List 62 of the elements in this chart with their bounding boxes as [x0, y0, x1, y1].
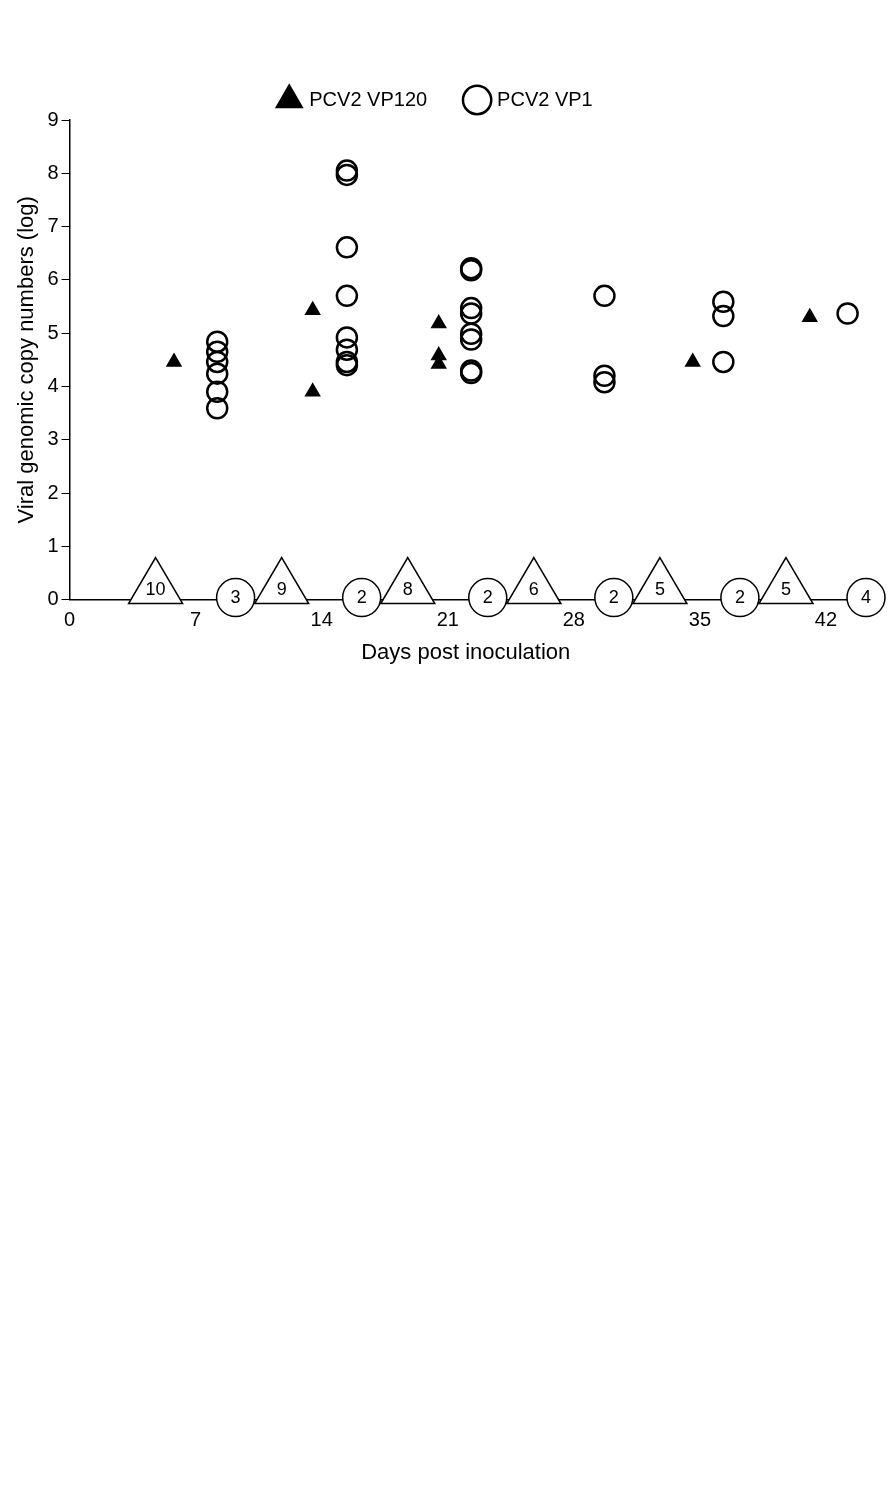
point	[459, 328, 483, 351]
point	[593, 364, 616, 388]
point	[205, 350, 229, 374]
y-tick-label: 6	[47, 267, 59, 290]
point	[685, 353, 701, 367]
point	[205, 362, 229, 385]
point	[712, 350, 735, 374]
annotation: 5	[780, 578, 791, 599]
point	[335, 236, 359, 259]
y-tick-label: 7	[47, 214, 59, 237]
y-tick-label: 5	[47, 320, 59, 343]
point	[305, 301, 320, 315]
point	[335, 338, 359, 361]
point	[205, 330, 229, 353]
annotation: 6	[528, 578, 539, 599]
x-tick-label: 0	[63, 608, 76, 631]
y-tick-label: 8	[47, 160, 59, 183]
annotation: 4	[860, 586, 871, 607]
point	[459, 322, 483, 345]
y-axis-title: Viral genomic copy numbers (log)	[13, 196, 39, 524]
point	[305, 383, 320, 397]
x-axis-title: Days post inoculation	[361, 638, 571, 664]
x-tick-label: 21	[436, 608, 459, 631]
x-tick-label: 7	[190, 608, 202, 631]
y-tick-label: 0	[47, 587, 59, 610]
point	[335, 163, 359, 187]
point	[205, 380, 229, 404]
x-tick-label: 14	[310, 608, 333, 631]
point	[459, 302, 483, 325]
point	[712, 304, 735, 328]
y-tick-label: 4	[47, 373, 59, 396]
point	[836, 302, 859, 325]
y-tick-label: 9	[47, 107, 59, 130]
y-tick-label: 2	[47, 480, 59, 503]
annotation: 2	[482, 586, 493, 607]
annotation: 9	[276, 578, 287, 599]
point	[205, 397, 229, 420]
point	[593, 284, 616, 308]
annotation: 2	[356, 586, 367, 607]
annotation: 2	[608, 586, 619, 607]
y-tick-label: 1	[47, 533, 59, 556]
point	[335, 284, 359, 308]
point	[205, 340, 229, 364]
annotation: 10	[145, 578, 166, 599]
legend-label: PCV2 VP120	[309, 87, 428, 110]
point	[593, 370, 616, 394]
x-tick-label: 42	[814, 608, 838, 631]
x-tick-label: 28	[562, 608, 585, 631]
point	[802, 308, 818, 322]
point	[335, 159, 359, 182]
annotation: 5	[654, 578, 665, 599]
point	[712, 290, 735, 313]
point	[166, 353, 182, 367]
annotation: 2	[734, 586, 745, 607]
point	[431, 315, 447, 329]
x-tick-label: 35	[688, 608, 712, 631]
annotation: 3	[230, 586, 241, 607]
legend-label: PCV2 VP1	[497, 87, 593, 110]
point	[459, 296, 483, 320]
y-tick-label: 3	[47, 427, 59, 450]
annotation: 8	[402, 578, 413, 599]
point	[335, 326, 359, 349]
